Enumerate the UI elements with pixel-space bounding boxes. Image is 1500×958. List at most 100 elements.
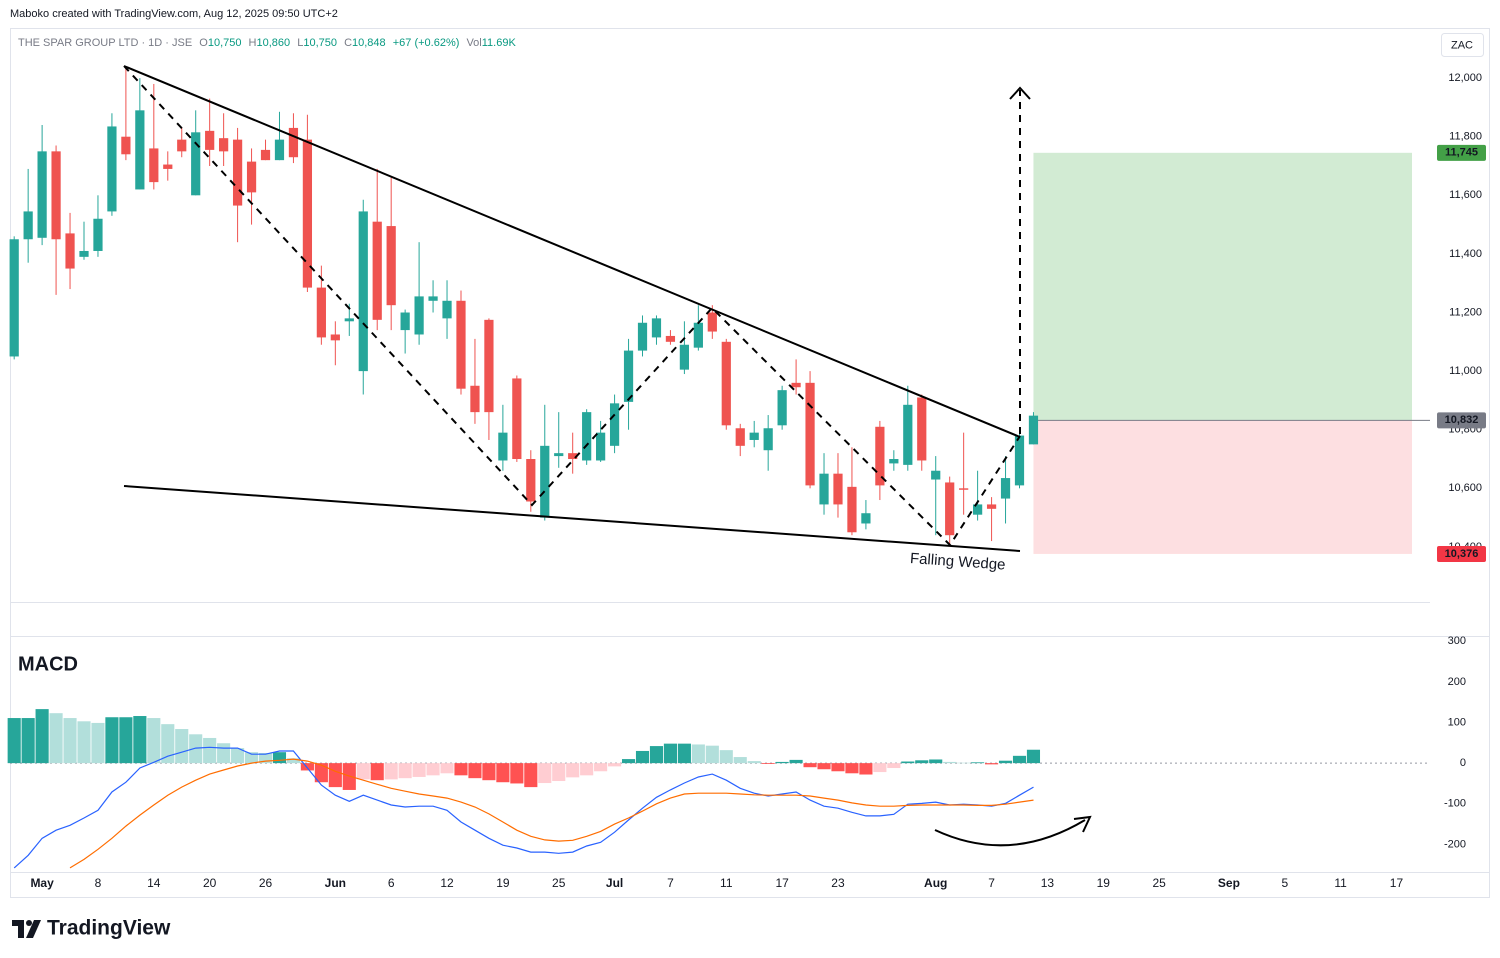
legend-key: H [249, 37, 257, 49]
y-tick-label: 11,600 [1449, 189, 1482, 201]
price-badge [1437, 412, 1486, 429]
histogram-bar [845, 763, 859, 774]
candle-body [903, 404, 913, 465]
y-tick-label: 12,000 [1448, 72, 1482, 84]
histogram-bar [258, 752, 273, 764]
brand-logo [12, 920, 41, 938]
y-tick-label: 10,600 [1448, 482, 1482, 494]
histogram-bar [915, 760, 929, 764]
histogram-bar [901, 761, 915, 764]
arrow-head [1009, 86, 1031, 100]
histogram-bar [761, 763, 775, 764]
histogram-bar [384, 763, 398, 780]
candle-body [526, 459, 536, 502]
x-tick-label: Jun [325, 876, 346, 890]
histogram-bar [594, 763, 608, 772]
candle-body [442, 300, 452, 319]
candle-body [917, 397, 927, 461]
y-tick-label: 0 [1460, 757, 1466, 769]
candle-body [400, 312, 410, 331]
credit: Maboko created with TradingView.com, Aug… [10, 8, 338, 20]
y-tick-label: 11,400 [1449, 248, 1482, 260]
candle-body [791, 382, 801, 388]
price-badge-label: 10,832 [1445, 414, 1479, 426]
legend-value: 10,750 [303, 37, 337, 49]
legend: THE SPAR GROUP LTD · 1D · JSE O10,750 H1… [18, 37, 516, 49]
candle-body [959, 488, 969, 490]
price-badge [1437, 545, 1486, 562]
histogram-bar [957, 762, 971, 764]
histogram-bar [719, 750, 733, 764]
currency-button[interactable] [1441, 33, 1484, 57]
histogram-bar [203, 737, 217, 764]
macd-line [13, 746, 1034, 869]
candle-body [973, 504, 983, 515]
histogram-bar [286, 758, 301, 764]
candle-body [232, 139, 243, 206]
legend-key: Vol [466, 37, 481, 49]
histogram-bar [21, 718, 35, 764]
candle-body [609, 403, 620, 446]
histogram-bar [887, 763, 901, 769]
candle-body [623, 350, 634, 402]
x-tick-label: 26 [259, 876, 273, 890]
histogram-bar [49, 713, 63, 764]
brand: TradingView [47, 917, 171, 940]
y-tick-label: 200 [1448, 676, 1466, 688]
x-tick-label: 11 [1334, 876, 1347, 890]
histogram-bar [1026, 749, 1041, 764]
candle-body [121, 136, 131, 155]
candle-body [819, 473, 829, 505]
candle-body [205, 130, 215, 150]
candle-body [344, 318, 354, 322]
histogram-bar [580, 763, 594, 776]
symbol: THE SPAR GROUP LTD · 1D · JSE [18, 37, 192, 49]
x-tick-label: 17 [1390, 876, 1404, 890]
histogram-bar [566, 763, 580, 778]
candle-body [288, 127, 299, 158]
legend-key: L [297, 37, 303, 49]
histogram-bar [356, 763, 370, 780]
x-tick-label: 19 [1097, 876, 1111, 890]
histogram-bar [691, 744, 705, 764]
x-tick-label: 12 [440, 876, 454, 890]
legend-value: 10,860 [257, 37, 291, 49]
legend-value: 11.69K [482, 37, 517, 49]
histogram-bar [161, 724, 175, 764]
curved-arrow [934, 819, 1086, 847]
histogram-bar [985, 763, 999, 765]
histogram-bar [231, 748, 245, 764]
candle-body [9, 239, 19, 357]
legend-key: O [199, 37, 208, 49]
histogram-bar [272, 752, 287, 764]
candle-body [79, 250, 89, 257]
currency[interactable]: ZAC [1451, 39, 1473, 51]
x-tick-label: 23 [831, 876, 845, 890]
x-tick-label: 14 [147, 876, 161, 890]
candle-body [456, 300, 466, 389]
histogram-bar [663, 743, 677, 764]
y-tick-label: -200 [1444, 838, 1466, 850]
histogram-bar [859, 763, 873, 775]
x-tick-label: Jul [606, 876, 623, 890]
histogram-bar [7, 718, 21, 764]
histogram-bar [747, 761, 761, 764]
histogram-bar [635, 750, 650, 764]
histogram-bar [677, 743, 691, 764]
histogram-bar [328, 763, 342, 788]
candle-body [177, 139, 187, 152]
histogram-bar [482, 763, 496, 781]
candle-body [23, 211, 33, 240]
candle-body [889, 459, 899, 464]
candle-body [386, 226, 396, 306]
zigzag [123, 65, 1021, 547]
candle-body [149, 148, 159, 183]
candle-body [707, 312, 717, 332]
x-tick-label: 25 [1152, 876, 1166, 890]
x-tick-label: 19 [496, 876, 510, 890]
histogram-bar [552, 763, 566, 782]
candle-body [693, 322, 703, 348]
histogram-bar [105, 717, 119, 764]
pane-title: MACD [18, 653, 78, 675]
candle-body [330, 334, 340, 341]
